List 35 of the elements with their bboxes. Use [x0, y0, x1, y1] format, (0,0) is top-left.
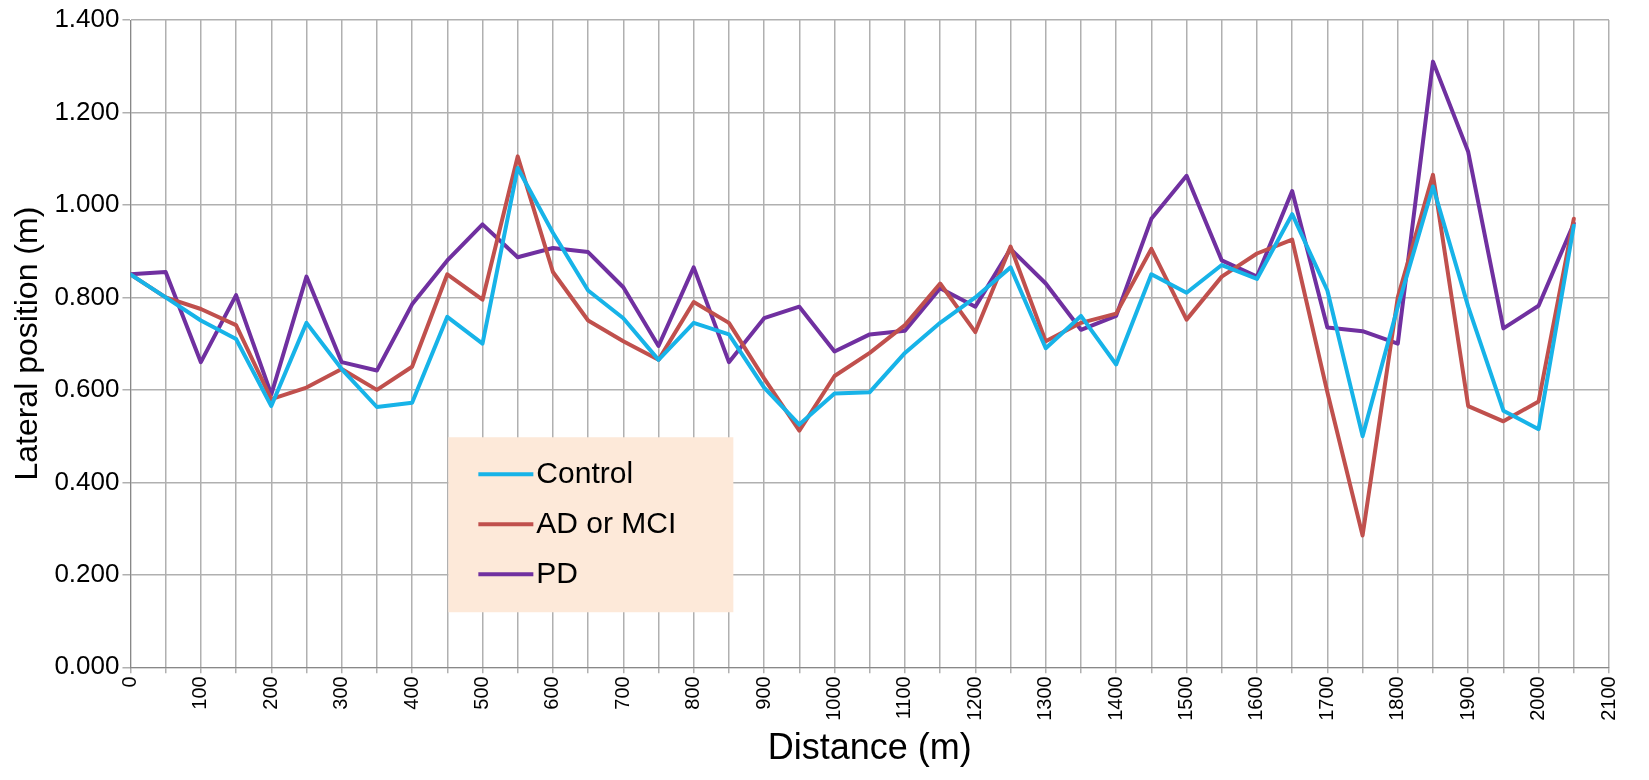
x-tick-label: 1500: [1174, 676, 1197, 721]
y-tick-label: 1.400: [54, 3, 120, 34]
x-tick-label: 800: [681, 676, 704, 710]
y-axis-title: Lateral position (m): [8, 206, 45, 481]
y-tick-label: 0.600: [54, 373, 120, 404]
x-tick-label: 100: [188, 676, 211, 710]
legend-label: Control: [536, 455, 634, 489]
x-tick-label: 2000: [1526, 676, 1549, 721]
x-tick-label: 200: [258, 676, 281, 710]
y-tick-label: 1.000: [54, 188, 120, 219]
x-tick-label: 1200: [962, 676, 985, 721]
x-tick-label: 0: [117, 676, 140, 688]
x-tick-label: 500: [470, 676, 493, 710]
x-tick-label: 1000: [822, 676, 845, 721]
x-tick-label: 1600: [1244, 676, 1267, 721]
y-tick-label: 1.200: [54, 95, 120, 126]
y-tick-label: 0.200: [54, 558, 120, 589]
x-tick-label: 1400: [1103, 676, 1126, 721]
y-tick-label: 0.400: [54, 465, 120, 496]
x-tick-label: 1700: [1314, 676, 1337, 721]
x-tick-label: 1900: [1455, 676, 1478, 721]
x-tick-label: 700: [610, 676, 633, 710]
legend-label: PD: [536, 555, 579, 589]
x-axis-title: Distance (m): [767, 726, 972, 768]
x-tick-label: 600: [540, 676, 563, 710]
x-tick-label: 300: [329, 676, 352, 710]
x-tick-label: 1300: [1033, 676, 1056, 721]
x-tick-label: 1100: [892, 676, 915, 720]
y-tick-label: 0.000: [54, 650, 120, 681]
x-tick-label: 1800: [1385, 676, 1408, 721]
x-tick-label: 900: [751, 676, 774, 710]
x-tick-label: 400: [399, 676, 422, 710]
y-tick-label: 0.800: [54, 280, 120, 311]
legend-label: AD or MCI: [536, 505, 677, 539]
x-tick-label: 2100: [1596, 676, 1619, 721]
